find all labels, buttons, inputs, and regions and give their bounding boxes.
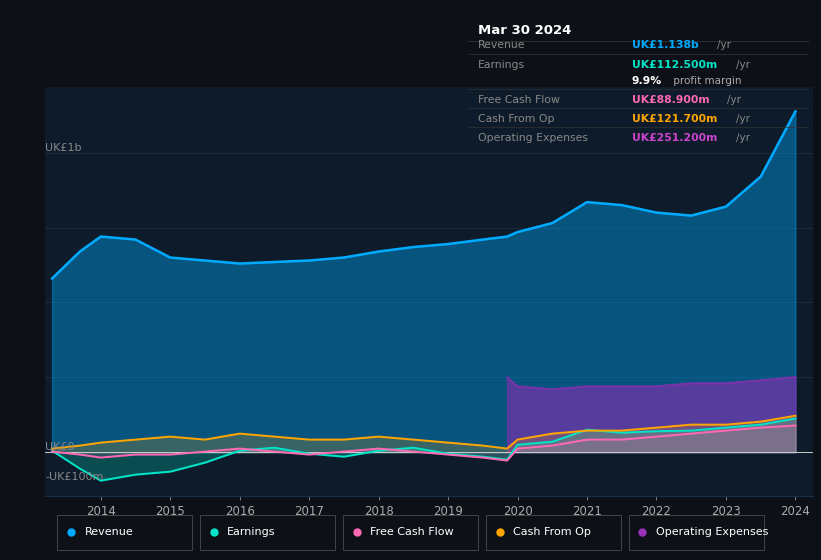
- Text: /yr: /yr: [736, 60, 750, 70]
- Text: /yr: /yr: [718, 40, 732, 50]
- Text: UK£121.700m: UK£121.700m: [631, 114, 717, 124]
- Text: Earnings: Earnings: [227, 527, 276, 537]
- Text: Cash From Op: Cash From Op: [513, 527, 590, 537]
- Text: UK£88.900m: UK£88.900m: [631, 95, 709, 105]
- Text: /yr: /yr: [727, 95, 741, 105]
- Text: Operating Expenses: Operating Expenses: [478, 133, 588, 143]
- Text: Revenue: Revenue: [478, 40, 525, 50]
- Text: /yr: /yr: [736, 114, 750, 124]
- Text: Earnings: Earnings: [478, 60, 525, 70]
- Text: Cash From Op: Cash From Op: [478, 114, 555, 124]
- Text: 9.9%: 9.9%: [631, 76, 662, 86]
- Text: UK£251.200m: UK£251.200m: [631, 133, 717, 143]
- Text: Revenue: Revenue: [85, 527, 133, 537]
- Text: Mar 30 2024: Mar 30 2024: [478, 24, 571, 36]
- FancyBboxPatch shape: [629, 515, 764, 550]
- FancyBboxPatch shape: [57, 515, 192, 550]
- Text: Free Cash Flow: Free Cash Flow: [370, 527, 454, 537]
- Text: UK£1b: UK£1b: [45, 143, 81, 153]
- Text: Operating Expenses: Operating Expenses: [655, 527, 768, 537]
- Text: -UK£100m: -UK£100m: [45, 472, 103, 482]
- Text: profit margin: profit margin: [670, 76, 741, 86]
- Text: /yr: /yr: [736, 133, 750, 143]
- FancyBboxPatch shape: [343, 515, 478, 550]
- FancyBboxPatch shape: [200, 515, 335, 550]
- FancyBboxPatch shape: [486, 515, 621, 550]
- Text: Free Cash Flow: Free Cash Flow: [478, 95, 560, 105]
- Text: UK£0: UK£0: [45, 442, 75, 452]
- Text: UK£112.500m: UK£112.500m: [631, 60, 717, 70]
- Text: UK£1.138b: UK£1.138b: [631, 40, 699, 50]
